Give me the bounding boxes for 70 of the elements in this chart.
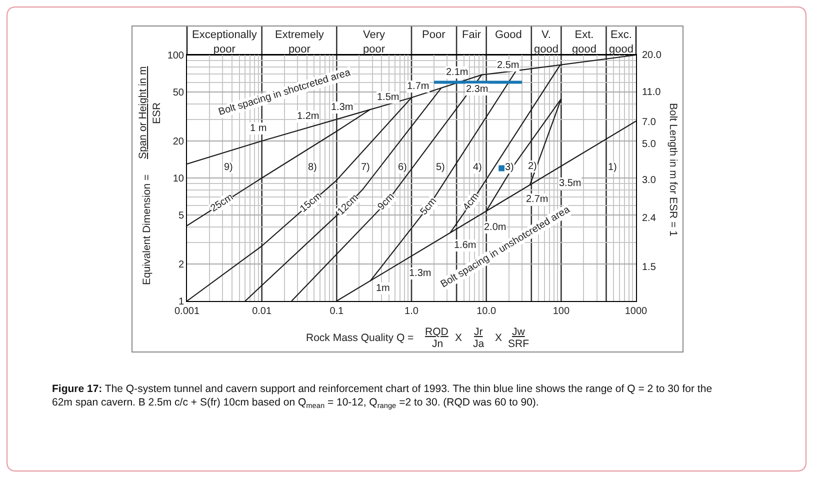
annotation: 2) [528,161,537,172]
y-tick-label: 2 [178,259,184,270]
annotation: 1.3m [409,268,432,279]
annotation: Very poor [363,29,386,56]
x-tick-label: 100 [552,306,570,317]
text: 11.0 [642,87,662,98]
y-tick-label: 10 [172,174,184,184]
text: 5.0 [642,139,656,150]
text: Poor [422,29,446,41]
annotation: 25cm [208,192,236,214]
y-tick-label: 5 [178,210,184,222]
y-tick-label: 20 [172,136,184,148]
y-axis-title: Equivalent Dimension = [141,174,153,285]
annotation: V. good [534,29,558,56]
y-tick-label: 100 [167,50,184,62]
text: Jr [474,326,484,338]
annotation: 2.1m [446,67,468,78]
x-tick-label: 10.0 [476,306,496,317]
x-tick-label: 0.001 [174,306,200,317]
text: SRF [508,338,529,350]
annotation: Ext. good [572,29,596,56]
annotation: 1.3m [331,102,354,113]
text: Jw [512,326,526,338]
annotation: 4) [473,162,482,173]
annotation: 1.2m [297,111,320,122]
text: 7.0 [642,117,656,128]
annotation: Exc. good [609,29,634,56]
text: X [495,332,502,344]
x-tick-label: 1.0 [404,306,419,317]
annotation: 1) [608,162,617,173]
text: 1.5 [642,262,656,273]
annotation: 4cm [461,191,482,213]
text: 20.0 [642,50,662,61]
text: Fair [462,29,482,41]
annotation: 1.7m [407,81,430,92]
annotation: 6) [398,162,407,173]
text: ESR [151,102,163,124]
annotation: 1.5m [377,92,400,103]
annotation: Extremely poor [275,29,324,56]
annotation: Exceptionally poor [192,29,258,56]
text: Ja [473,338,484,350]
annotation: 1 m [250,123,267,134]
annotation: 8) [308,162,317,173]
text: Bolt Length in m for ESR = 1 [667,103,679,237]
x-tick-label: 0.01 [252,306,272,317]
text: Jn [432,338,444,350]
annotation: 1.6m [454,240,476,251]
annotation: 1m [376,283,390,294]
x-tick-label: 0.1 [330,306,344,317]
text: 3.0 [642,175,656,186]
text: Span or Height in m [137,66,149,159]
annotation: 7) [361,162,370,173]
text: X [455,332,462,344]
annotation: 9) [224,162,233,173]
annotation: 5cm [418,196,440,218]
text: RQD [425,326,449,338]
annotation: 5) [436,162,445,173]
y-tick-label: 50 [172,88,184,99]
annotation: 3) [505,162,514,173]
annotation: 2.3m [466,84,488,95]
x-axis-title: Rock Mass Quality Q = [306,332,414,344]
annotation: 9cm [376,191,397,213]
text: Good [495,29,522,41]
x-tick-label: 1000 [624,306,648,317]
caption: Figure 17: The Q-system tunnel and cavern support and reinforcement chart of 1993. The thin blue line shows the range of Q = 2 to 30 for the 62m span cavern. B 2.5m c/c + S(fr) 10cm based on Q$_{mean}$ = 10-12, Q$_{range}$ =2 to 30. (RQD was 60 to 90). [52,383,712,410]
annotation: 2.7m [526,194,548,205]
annotation: 2.5m [497,60,520,71]
y-tick-label: 1 [178,296,184,308]
annotation: 3.5m [559,178,582,189]
text: 2.4 [642,213,656,224]
